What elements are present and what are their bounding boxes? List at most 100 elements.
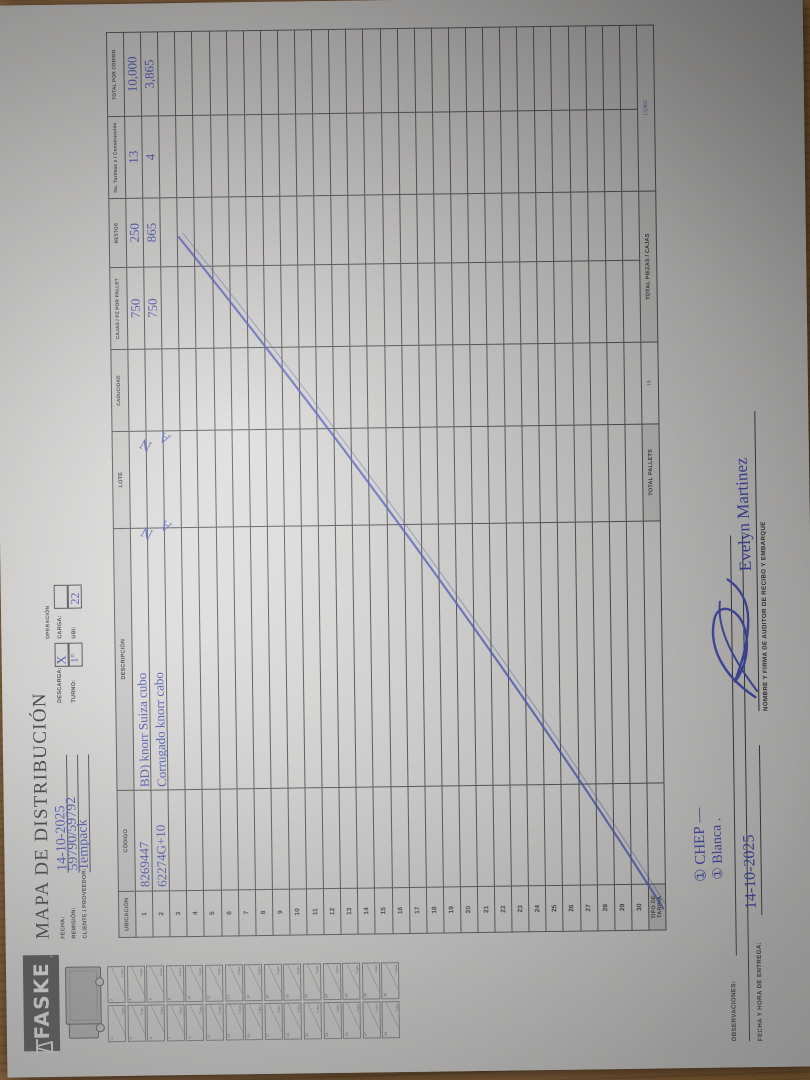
cell-tarimas[interactable] [620, 109, 639, 192]
cell-codigo[interactable] [185, 789, 204, 891]
cell-restos[interactable] [536, 192, 555, 262]
cell-caducidad[interactable] [230, 347, 249, 430]
cell-caducidad[interactable] [486, 344, 506, 427]
cell-cajas[interactable] [434, 263, 453, 346]
cell-caducidad[interactable] [503, 343, 523, 427]
cell-total[interactable]: 10,000 [123, 32, 142, 117]
cell-blank[interactable] [643, 520, 664, 784]
cell-cajas[interactable] [349, 264, 368, 347]
cell-cajas[interactable] [519, 261, 539, 344]
pallet-map-cell[interactable]: 26 Cajas [342, 962, 361, 1001]
cell-restos[interactable] [262, 196, 281, 266]
cell-caducidad[interactable] [281, 347, 301, 430]
cell-tarimas[interactable] [432, 111, 451, 194]
cell-tarimas[interactable] [295, 113, 314, 196]
pallet-map-cell[interactable]: 19 Cajas [283, 1002, 303, 1040]
cell-restos[interactable] [245, 196, 264, 266]
pallet-map-cell[interactable]: 9 Cajas [185, 1003, 205, 1042]
cell-lote[interactable] [300, 428, 319, 526]
cell-caducidad[interactable] [521, 343, 540, 426]
cell-restos[interactable] [194, 197, 213, 267]
cell-total[interactable] [362, 28, 382, 114]
cell-tarimas[interactable] [227, 114, 246, 197]
cell-codigo[interactable]: 62274G+10 [150, 789, 171, 891]
cell-restos[interactable] [399, 194, 418, 264]
cell-lote[interactable] [351, 427, 370, 525]
cell-cajas[interactable] [178, 266, 197, 349]
value-total-piezas[interactable]: 13,865 [636, 24, 656, 192]
cell-cajas[interactable] [571, 261, 590, 344]
cell-caducidad[interactable] [315, 346, 335, 429]
cell-codigo[interactable] [407, 786, 427, 888]
cell-codigo[interactable] [458, 785, 478, 887]
cell-cajas[interactable] [622, 260, 641, 343]
cell-restos[interactable] [228, 196, 247, 267]
cell-caducidad[interactable] [298, 346, 318, 429]
pallet-map-cell[interactable]: 30 Cajas [381, 962, 400, 1000]
cell-tarimas[interactable] [517, 110, 537, 193]
cell-lote[interactable] [573, 424, 592, 522]
cell-restos[interactable] [553, 192, 572, 262]
cell-cajas[interactable] [229, 265, 248, 349]
cell-restos[interactable] [330, 195, 350, 265]
cell-codigo[interactable] [629, 783, 649, 885]
cell-total[interactable] [414, 28, 433, 113]
cell-tarimas[interactable] [158, 115, 178, 198]
cell-restos[interactable] [382, 194, 401, 264]
cell-total[interactable] [174, 31, 194, 116]
pallet-map-cell[interactable]: 7 Cajas [166, 1003, 185, 1042]
cell-caducidad[interactable] [333, 346, 352, 429]
cell-codigo[interactable] [168, 789, 187, 891]
cell-total[interactable] [277, 29, 296, 115]
cell-tarimas[interactable] [210, 114, 229, 198]
cell-restos[interactable] [484, 193, 503, 263]
cell-tarimas[interactable] [586, 109, 605, 192]
cell-codigo[interactable] [219, 788, 239, 890]
cell-tarimas[interactable] [466, 111, 485, 194]
cell-tarimas[interactable] [603, 109, 622, 192]
cell-codigo[interactable] [287, 787, 307, 889]
checkbox-ubi[interactable]: 22 [67, 584, 82, 609]
cell-cajas[interactable]: 750 [143, 267, 163, 350]
pallet-map-cell[interactable]: 3 Cajas [127, 1004, 146, 1042]
cell-codigo[interactable] [373, 786, 392, 888]
cell-caducidad[interactable] [572, 342, 591, 426]
cell-restos[interactable] [365, 194, 384, 265]
cell-codigo[interactable] [390, 786, 409, 888]
cell-lote[interactable] [385, 427, 404, 525]
cell-total[interactable] [602, 25, 621, 110]
cell-tipo-tarima[interactable] [646, 782, 666, 884]
cell-lote[interactable] [522, 425, 541, 523]
cell-codigo[interactable] [356, 786, 375, 889]
pallet-map-cell[interactable]: 5 Cajas [146, 1004, 166, 1042]
cell-total[interactable] [208, 30, 228, 116]
cell-cajas[interactable] [280, 265, 299, 348]
cell-caducidad[interactable] [555, 343, 574, 426]
cell-codigo[interactable] [305, 787, 324, 889]
pallet-map-cell[interactable]: 10 Cajas [185, 964, 204, 1003]
cell-codigo[interactable] [493, 785, 512, 887]
cell-lote[interactable] [265, 429, 285, 526]
cell-codigo[interactable] [424, 786, 444, 888]
cell-total[interactable]: 3,865 [140, 31, 159, 117]
cell-restos[interactable] [296, 195, 315, 266]
cell-restos[interactable]: 250 [125, 198, 144, 268]
cell-restos[interactable] [160, 197, 179, 268]
cell-codigo[interactable] [475, 785, 495, 887]
pallet-map-cell[interactable]: 23 Cajas [323, 1001, 342, 1040]
cell-lote[interactable] [180, 430, 199, 528]
cell-total[interactable] [585, 25, 604, 110]
cell-cajas[interactable] [331, 264, 351, 347]
cell-caducidad[interactable] [145, 348, 164, 432]
cell-tarimas[interactable] [175, 115, 195, 198]
cell-lote[interactable] [470, 426, 490, 524]
cell-codigo[interactable] [510, 784, 529, 886]
cell-lote[interactable] [590, 424, 610, 522]
cell-cajas[interactable] [314, 264, 334, 347]
cell-restos[interactable] [433, 193, 452, 264]
cell-tarimas[interactable] [346, 113, 366, 196]
cell-restos[interactable] [177, 197, 196, 267]
cell-cajas[interactable] [605, 260, 624, 343]
pallet-map-cell[interactable]: 25 Cajas [342, 1001, 362, 1039]
cell-cajas[interactable] [537, 261, 556, 344]
